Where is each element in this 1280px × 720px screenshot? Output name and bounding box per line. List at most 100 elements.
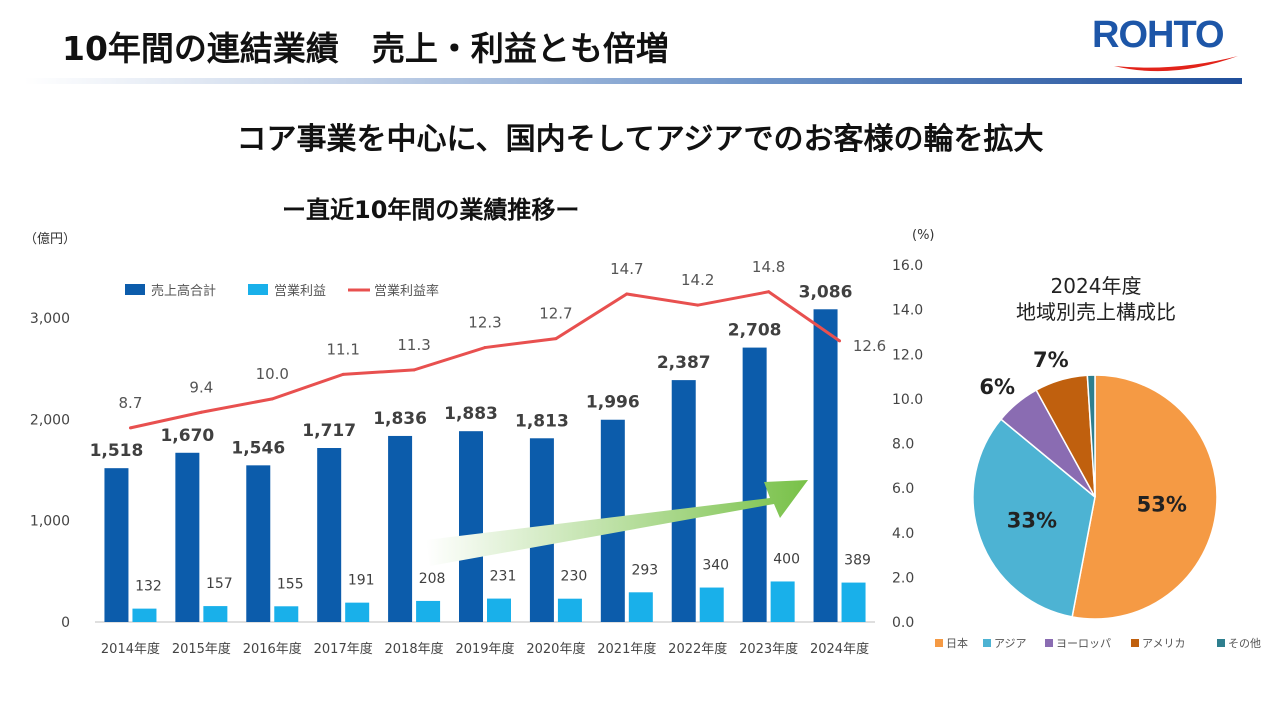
- profit-bar: [628, 592, 653, 622]
- left-axis-tick-label: 2,000: [30, 412, 70, 428]
- margin-point: [483, 346, 487, 350]
- profit-bar: [487, 598, 511, 622]
- right-axis-tick-label: 16.0: [892, 258, 923, 274]
- margin-data-label: 12.6: [853, 337, 886, 355]
- category-tick-label: 2022年度: [668, 641, 727, 657]
- sales-bar: [175, 452, 200, 622]
- header-rule: [24, 78, 1242, 84]
- right-axis-unit: (%): [912, 228, 935, 243]
- profit-data-label: 155: [277, 576, 304, 592]
- page-subtitle: コア事業を中心に、国内そしてアジアでのお客様の輪を拡大: [236, 122, 1044, 157]
- margin-point: [199, 410, 203, 414]
- profit-bar: [132, 608, 157, 622]
- sales-data-label: 3,086: [799, 282, 853, 302]
- growth-arrow-icon: [426, 480, 808, 566]
- category-tick-label: 2017年度: [314, 641, 373, 657]
- profit-bar: [416, 600, 441, 622]
- margin-data-label: 10.0: [256, 365, 289, 383]
- logo-wordmark: ROHTO: [1092, 14, 1225, 56]
- category-tick-label: 2018年度: [385, 641, 444, 657]
- sales-bar: [246, 465, 271, 622]
- chart-title: ー直近10年間の業績推移ー: [282, 196, 580, 224]
- right-axis-tick-label: 14.0: [892, 303, 923, 319]
- legend-label: 営業利益: [274, 283, 326, 299]
- profit-bar: [699, 587, 724, 622]
- legend-label: 営業利益率: [374, 283, 439, 299]
- profit-bar: [841, 582, 866, 622]
- margin-data-label: 14.7: [610, 260, 643, 278]
- right-axis-tick-label: 12.0: [892, 347, 923, 363]
- right-axis-tick-label: 4.0: [892, 526, 914, 542]
- category-tick-label: 2016年度: [243, 641, 302, 657]
- right-axis-tick-label: 8.0: [892, 437, 914, 453]
- profit-data-label: 208: [419, 571, 446, 587]
- margin-point: [554, 337, 558, 341]
- category-tick-label: 2023年度: [739, 641, 798, 657]
- category-tick-label: 2020年度: [526, 641, 585, 657]
- sales-data-label: 1,996: [586, 393, 640, 413]
- category-tick-label: 2015年度: [172, 641, 231, 657]
- left-axis-tick-label: 0: [61, 615, 70, 631]
- category-tick-label: 2014年度: [101, 641, 160, 657]
- sales-data-label: 1,883: [444, 404, 498, 424]
- margin-data-label: 14.2: [681, 271, 714, 289]
- sales-bar: [104, 468, 129, 622]
- margin-point: [128, 426, 132, 430]
- profit-bar: [203, 606, 228, 622]
- profit-data-label: 340: [702, 558, 729, 574]
- margin-data-label: 11.3: [397, 336, 430, 354]
- margin-point: [341, 372, 345, 376]
- sales-bar: [671, 380, 696, 622]
- profit-bar: [345, 602, 370, 622]
- margin-point: [696, 303, 700, 307]
- right-axis-tick-label: 0.0: [892, 615, 914, 631]
- sales-data-label: 1,518: [90, 441, 144, 461]
- profit-bar: [770, 581, 795, 622]
- profit-bar: [274, 606, 299, 622]
- margin-point: [767, 290, 771, 294]
- sales-data-label: 1,546: [231, 438, 285, 458]
- sales-data-label: 2,708: [728, 321, 782, 341]
- legend-swatch: [248, 284, 268, 295]
- margin-point: [412, 368, 416, 372]
- margin-data-label: 11.1: [326, 340, 359, 358]
- right-axis-tick-label: 2.0: [892, 570, 914, 586]
- sales-data-label: 1,717: [302, 421, 356, 441]
- logo-swoosh-icon: [1114, 56, 1238, 72]
- profit-data-label: 389: [844, 553, 871, 569]
- margin-point: [838, 339, 842, 343]
- pie-title-line-2: 地域別売上構成比: [1016, 300, 1176, 324]
- margin-point: [270, 397, 274, 401]
- category-tick-label: 2021年度: [597, 641, 656, 657]
- profit-data-label: 157: [206, 576, 233, 592]
- sales-data-label: 2,387: [657, 353, 711, 373]
- profit-data-label: 230: [561, 569, 588, 585]
- category-tick-label: 2019年度: [455, 641, 514, 657]
- left-axis-unit: （億円）: [24, 232, 77, 247]
- margin-data-label: 9.4: [189, 378, 213, 396]
- profit-data-label: 231: [490, 569, 517, 585]
- left-axis-tick-label: 1,000: [30, 514, 70, 530]
- sales-bar: [317, 448, 342, 622]
- margin-data-label: 12.3: [468, 314, 501, 332]
- legend-label: 売上高合計: [151, 283, 216, 299]
- pie-title: 2024年度 地域別売上構成比: [990, 273, 1202, 325]
- margin-data-label: 14.8: [752, 258, 785, 276]
- profit-data-label: 293: [631, 562, 658, 578]
- sales-bar: [459, 431, 483, 622]
- sales-bar: [388, 435, 413, 622]
- right-axis-tick-label: 6.0: [892, 481, 914, 497]
- page-title: 10年間の連結業績 売上・利益とも倍増: [62, 29, 669, 68]
- profit-data-label: 132: [135, 579, 162, 595]
- left-axis-tick-label: 3,000: [30, 311, 70, 327]
- margin-data-label: 8.7: [119, 394, 143, 412]
- sales-data-label: 1,813: [515, 411, 569, 431]
- profit-data-label: 400: [773, 551, 800, 567]
- category-tick-label: 2024年度: [810, 641, 869, 657]
- margin-data-label: 12.7: [539, 305, 572, 323]
- sales-bar: [813, 309, 838, 622]
- profit-bar: [557, 598, 582, 622]
- pie-title-line-1: 2024年度: [1050, 274, 1142, 298]
- right-axis-tick-label: 10.0: [892, 392, 923, 408]
